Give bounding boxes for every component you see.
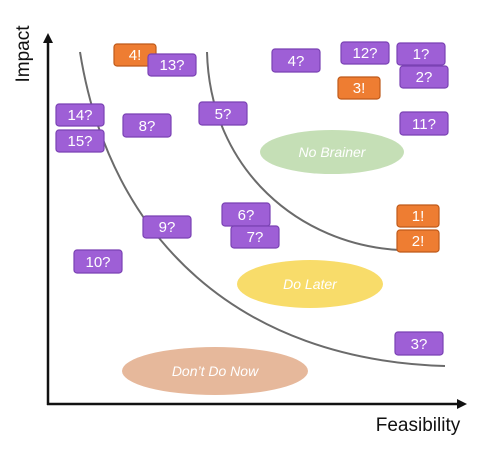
item-tag-box [396,204,440,228]
zone-do-later: Do Later [237,260,383,308]
item-tag: 14? [55,103,105,127]
zone-dont-do-now: Don’t Do Now [122,347,308,395]
item-tag-label: 12? [352,45,377,62]
item-tag-box [399,65,449,89]
item-tag-box [396,42,446,66]
item-tag: 1? [396,42,446,66]
item-tag-box [198,101,248,126]
item-tag: 3? [394,331,444,356]
item-tag-box [230,225,280,249]
item-tag-box [396,229,440,253]
item-tag-label: 7? [247,229,264,246]
item-tag: 8? [122,113,172,138]
item-tag-box [142,215,192,239]
item-tag: 4? [271,48,321,73]
y-axis-title: Impact [13,25,34,83]
item-tag-label: 4! [129,47,142,64]
item-tag: 13? [147,53,197,77]
item-tag-box [399,111,449,136]
item-tag-label: 10? [85,254,110,271]
item-tag: 5? [198,101,248,126]
item-tag: 3! [337,76,381,100]
item-tag: 2? [399,65,449,89]
item-tag: 11? [399,111,449,136]
item-tags: 4! 13? 4? 12? 1? 3! 2? 14? [55,41,449,356]
item-tag: 1! [396,204,440,228]
item-tag: 10? [73,249,123,274]
item-tag-box [337,76,381,100]
item-tag-label: 14? [67,107,92,124]
item-tag-box [122,113,172,138]
zone-no-brainer: No Brainer [260,130,404,174]
item-tag-box [55,103,105,127]
item-tag-box [340,41,390,65]
item-tag-label: 1! [412,208,425,225]
zone-no-brainer-shape [260,130,404,174]
item-tag: 12? [340,41,390,65]
zone-do-later-shape [237,260,383,308]
zone-do-later-label: Do Later [283,276,338,292]
x-axis-title: Feasibility [376,415,461,436]
upper-boundary-curve [206,51,401,251]
item-tag-box [73,249,123,274]
item-tag: 9? [142,215,192,239]
item-tag: 15? [55,129,105,153]
item-tag-label: 2? [416,69,433,86]
item-tag-label: 11? [412,116,436,133]
item-tag-box [394,331,444,356]
item-tag: 7? [230,225,280,249]
item-tag-label: 13? [159,57,184,74]
item-tag-box [55,129,105,153]
item-tag-label: 5? [215,106,232,123]
zone-dont-do-now-label: Don’t Do Now [172,363,259,379]
item-tag-box [271,48,321,73]
item-tag: 2! [396,229,440,253]
item-tag-label: 2! [412,233,425,250]
item-tag-label: 3? [411,336,428,353]
zone-no-brainer-label: No Brainer [299,144,367,160]
item-tag-label: 6? [238,207,255,224]
item-tag-label: 15? [67,133,92,150]
item-tag-label: 8? [139,118,156,135]
item-tag-label: 4? [288,53,305,70]
item-tag-box [147,53,197,77]
zone-dont-do-now-shape [122,347,308,395]
item-tag: 6? [221,202,271,227]
item-tag-label: 9? [159,219,176,236]
item-tag-label: 1? [413,46,430,63]
item-tag-label: 3! [353,80,366,97]
